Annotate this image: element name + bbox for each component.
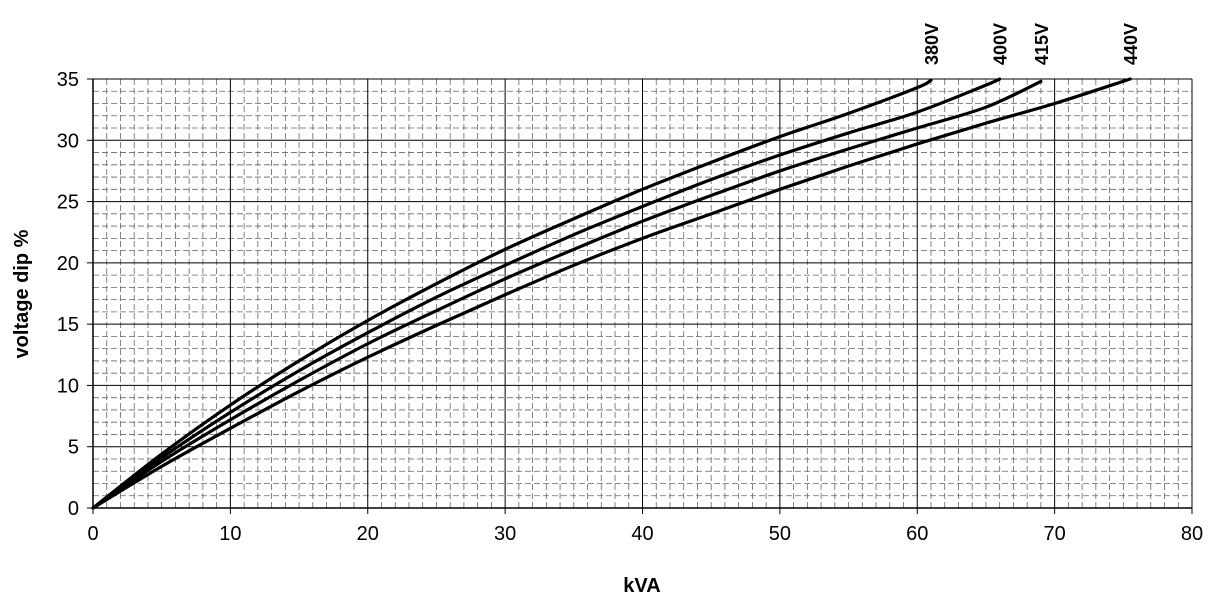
y-tick-label: 0 [68, 498, 79, 520]
series-labels: 380V 400V 415V 440V [922, 23, 1141, 65]
series-line-380v [91, 78, 933, 510]
y-tick-label: 30 [57, 130, 79, 152]
y-tick-label: 20 [57, 253, 79, 275]
y-tick-label: 5 [68, 437, 79, 459]
x-tick-label: 0 [87, 523, 98, 545]
series-line-440v [91, 77, 1132, 510]
x-tick-label: 10 [219, 523, 241, 545]
series-lines [91, 77, 1132, 510]
x-axis-ticks: 0 10 20 30 40 50 60 70 80 [87, 508, 1203, 545]
series-label-400v: 400V [991, 23, 1011, 65]
y-axis-ticks: 0 5 10 15 20 25 30 35 [57, 69, 93, 520]
y-tick-label: 10 [57, 375, 79, 397]
y-tick-label: 15 [57, 314, 79, 336]
series-label-380v: 380V [922, 23, 942, 65]
x-tick-label: 30 [494, 523, 516, 545]
major-grid [93, 78, 1193, 508]
x-tick-label: 70 [1044, 523, 1066, 545]
series-line-415v [91, 79, 1043, 510]
series-label-415v: 415V [1032, 23, 1052, 65]
x-tick-label: 20 [357, 523, 379, 545]
x-tick-label: 50 [769, 523, 791, 545]
x-tick-label: 40 [631, 523, 653, 545]
y-tick-label: 35 [57, 69, 79, 91]
y-tick-label: 25 [57, 192, 79, 214]
x-axis-title: kVA [623, 575, 660, 597]
series-line-400v [91, 77, 1002, 510]
x-tick-label: 60 [906, 523, 928, 545]
x-tick-label: 80 [1181, 523, 1203, 545]
series-label-440v: 440V [1121, 23, 1141, 65]
y-axis-title: voltage dip % [11, 229, 33, 358]
